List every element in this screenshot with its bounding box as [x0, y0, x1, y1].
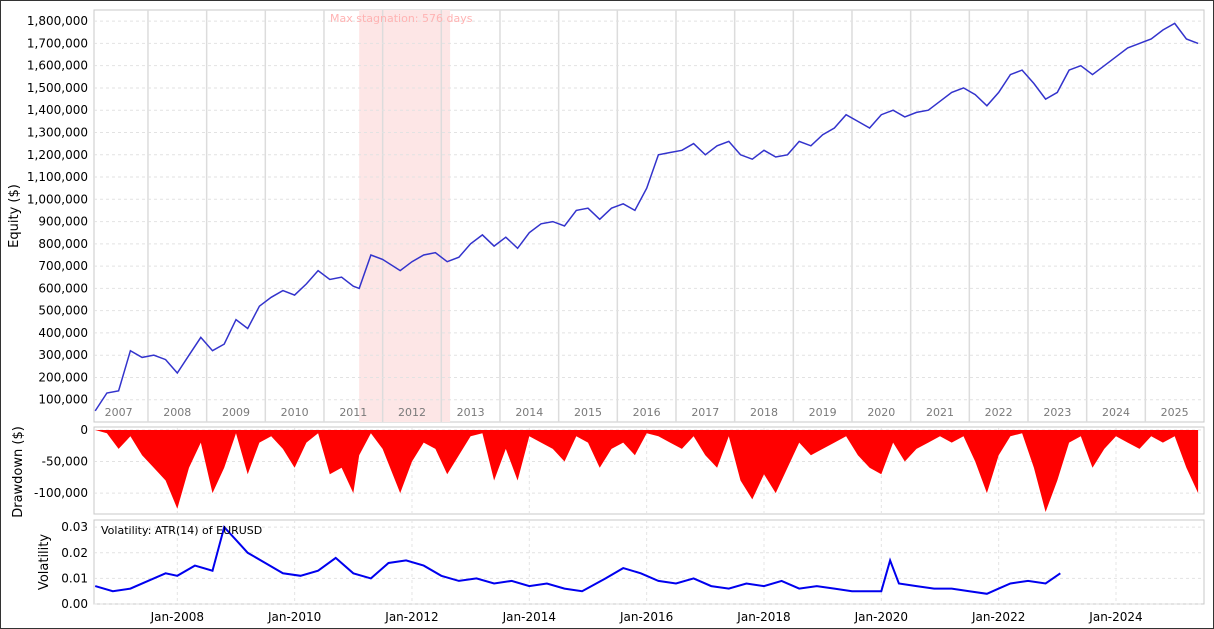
equity-y-tick: 1,400,000	[27, 103, 88, 117]
equity-horizontal-gridlines	[94, 20, 1204, 401]
equity-y-tick: 700,000	[38, 259, 88, 273]
equity-y-tick: 1,700,000	[27, 36, 88, 50]
equity-y-tick: 1,500,000	[27, 81, 88, 95]
volatility-x-tick: Jan-2014	[502, 610, 556, 624]
volatility-x-tick: Jan-2022	[971, 610, 1025, 624]
year-label: 2022	[985, 406, 1013, 419]
equity-y-axis-label: Equity ($)	[7, 184, 22, 248]
year-label: 2018	[750, 406, 778, 419]
volatility-x-tick-labels: Jan-2008 Jan-2010 Jan-2012 Jan-2014 Jan-2016…	[150, 610, 1143, 624]
equity-year-gridlines	[147, 10, 1147, 422]
equity-y-tick: 1,800,000	[27, 14, 88, 28]
drawdown-area	[95, 430, 1199, 512]
year-label: 2008	[163, 406, 191, 419]
volatility-y-tick: 0.02	[61, 546, 88, 560]
volatility-x-tick: Jan-2008	[150, 610, 204, 624]
equity-y-tick: 800,000	[38, 237, 88, 251]
year-label: 2009	[222, 406, 250, 419]
drawdown-y-tick: 0	[80, 423, 88, 437]
equity-y-tick: 1,600,000	[27, 59, 88, 73]
volatility-panel: 0.00 0.01 0.02 0.03 Jan-2008 Jan-2010 Jan-201…	[37, 519, 1205, 624]
volatility-x-tick: Jan-2012	[384, 610, 438, 624]
equity-year-labels: 2007 2008 2009 2010 2011 2012 2013 2014 2015 2016…	[105, 406, 1189, 419]
volatility-legend: Volatility: ATR(14) of EURUSD	[101, 524, 262, 537]
equity-y-tick: 300,000	[38, 348, 88, 362]
drawdown-y-tick: -100,000	[34, 486, 88, 500]
volatility-y-tick: 0.00	[61, 597, 88, 611]
year-label: 2011	[339, 406, 367, 419]
volatility-x-tick: Jan-2018	[736, 610, 790, 624]
year-label: 2024	[1102, 406, 1130, 419]
drawdown-y-tick: -50,000	[42, 455, 88, 469]
volatility-horizontal-gridlines	[94, 526, 1204, 605]
equity-plot-area	[93, 9, 1205, 423]
equity-y-tick: 100,000	[38, 393, 88, 407]
equity-y-tick: 1,300,000	[27, 125, 88, 139]
equity-y-tick: 900,000	[38, 215, 88, 229]
drawdown-y-axis-label: Drawdown ($)	[11, 426, 26, 518]
equity-y-tick: 1,200,000	[27, 148, 88, 162]
volatility-x-tick: Jan-2024	[1088, 610, 1142, 624]
volatility-plot-area	[93, 519, 1205, 605]
equity-y-tick: 600,000	[38, 281, 88, 295]
drawdown-y-tick-labels: 0 -50,000 -100,000	[34, 423, 88, 500]
year-label: 2010	[281, 406, 309, 419]
year-label: 2014	[515, 406, 543, 419]
year-label: 2021	[926, 406, 954, 419]
equity-panel: 100,000 200,000 300,000 400,000 500,000 600,0…	[7, 9, 1205, 423]
volatility-x-tick: Jan-2016	[619, 610, 673, 624]
volatility-y-tick-labels: 0.00 0.01 0.02 0.03	[61, 520, 88, 611]
volatility-y-axis-label: Volatility	[37, 534, 52, 590]
volatility-x-tick: Jan-2020	[854, 610, 908, 624]
volatility-vertical-gridlines	[176, 520, 1117, 604]
equity-y-tick: 1,100,000	[27, 170, 88, 184]
year-label: 2013	[457, 406, 485, 419]
volatility-y-tick: 0.03	[61, 520, 88, 534]
stagnation-annotation: Max stagnation: 576 days	[330, 12, 473, 25]
volatility-y-tick: 0.01	[61, 571, 88, 585]
equity-y-tick: 500,000	[38, 304, 88, 318]
year-label: 2012	[398, 406, 426, 419]
year-label: 2015	[574, 406, 602, 419]
year-label: 2019	[809, 406, 837, 419]
year-label: 2020	[867, 406, 895, 419]
volatility-x-tick: Jan-2010	[267, 610, 321, 624]
equity-line	[94, 22, 1199, 412]
year-label: 2007	[105, 406, 133, 419]
equity-y-tick: 1,000,000	[27, 192, 88, 206]
volatility-line	[94, 525, 1061, 595]
equity-y-tick-labels: 100,000 200,000 300,000 400,000 500,000 600,0…	[27, 14, 88, 407]
year-label: 2017	[691, 406, 719, 419]
year-label: 2023	[1043, 406, 1071, 419]
equity-y-tick: 400,000	[38, 326, 88, 340]
year-label: 2016	[633, 406, 661, 419]
drawdown-panel: 0 -50,000 -100,000 Drawdown ($)	[11, 423, 1205, 518]
stagnation-region	[359, 10, 451, 422]
equity-y-tick: 200,000	[38, 370, 88, 384]
year-label: 2025	[1161, 406, 1189, 419]
